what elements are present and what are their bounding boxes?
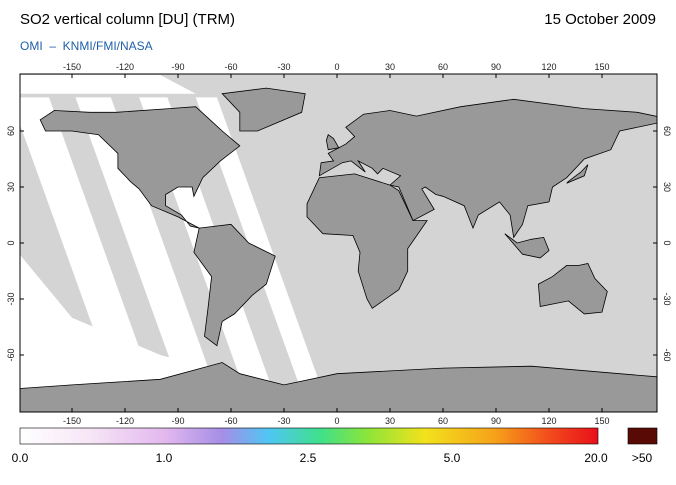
- lat-label-left: 60: [6, 126, 16, 136]
- lat-label-left: -60: [6, 348, 16, 361]
- land: [318, 98, 657, 239]
- land: [20, 362, 657, 412]
- lon-label-bottom: -90: [171, 416, 184, 426]
- land: [504, 233, 550, 259]
- colorbar-label: 0.0: [12, 451, 29, 465]
- lon-label-bottom: 0: [334, 416, 339, 426]
- swath: [20, 97, 159, 402]
- lon-label-bottom: -120: [116, 416, 134, 426]
- lon-label-bottom: 150: [594, 416, 609, 426]
- swath: [20, 75, 196, 94]
- land: [39, 106, 241, 229]
- swath: [20, 254, 390, 412]
- lat-label-right: -60: [662, 348, 672, 361]
- lat-label-left: -30: [6, 292, 16, 305]
- lon-label-top: 0: [334, 62, 339, 72]
- colorbar-overflow: [627, 427, 658, 445]
- lat-label-right: -30: [662, 292, 672, 305]
- land: [193, 223, 276, 347]
- lon-label-top: -120: [116, 62, 134, 72]
- lon-label-bottom: -30: [277, 416, 290, 426]
- lon-label-top: -90: [171, 62, 184, 72]
- lon-label-top: 150: [594, 62, 609, 72]
- lon-label-top: -60: [224, 62, 237, 72]
- lat-label-right: 60: [662, 126, 672, 136]
- lat-label-right: 30: [662, 182, 672, 192]
- title: SO2 vertical column [DU] (TRM): [20, 11, 235, 28]
- lon-label-top: 60: [438, 62, 448, 72]
- colorbar-overflow-label: >50: [632, 451, 653, 465]
- land: [566, 164, 589, 184]
- subtitle: OMI – KNMI/FMI/NASA: [20, 39, 153, 53]
- lon-label-bottom: -60: [224, 416, 237, 426]
- lon-label-top: -150: [63, 62, 81, 72]
- land: [537, 263, 608, 315]
- lat-label-left: 0: [6, 240, 16, 245]
- colorbar-label: 2.5: [300, 451, 317, 465]
- land: [325, 134, 340, 151]
- lon-label-top: 90: [491, 62, 501, 72]
- date: 15 October 2009: [544, 11, 656, 28]
- lon-label-bottom: 120: [541, 416, 556, 426]
- map: [20, 74, 657, 412]
- swath: [75, 97, 221, 402]
- lon-label-bottom: -150: [63, 416, 81, 426]
- lon-label-bottom: 60: [438, 416, 448, 426]
- colorbar-label: 1.0: [156, 451, 173, 465]
- lon-label-bottom: 30: [385, 416, 395, 426]
- colorbar-label: 5.0: [444, 451, 461, 465]
- lon-label-top: 120: [541, 62, 556, 72]
- lon-label-bottom: 90: [491, 416, 501, 426]
- lat-label-right: 0: [662, 240, 672, 245]
- lat-label-left: 30: [6, 182, 16, 192]
- lon-label-top: -30: [277, 62, 290, 72]
- land: [221, 87, 306, 132]
- land: [306, 173, 428, 309]
- colorbar-label: 20.0: [584, 451, 608, 465]
- colorbar: [19, 427, 599, 445]
- lon-label-top: 30: [385, 62, 395, 72]
